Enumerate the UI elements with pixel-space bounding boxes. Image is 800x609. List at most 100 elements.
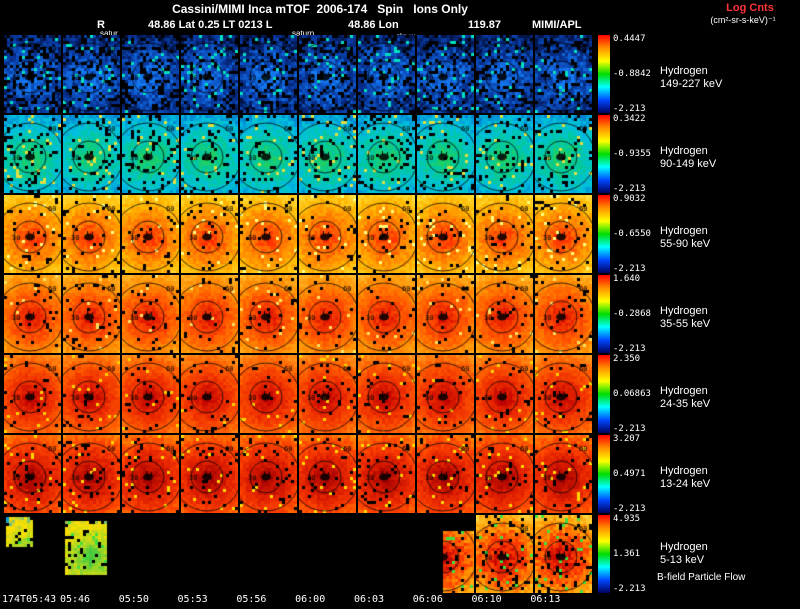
colorbar-value: -0.2868 [613,309,651,319]
time-tick: 05:53 [170,594,216,605]
spin-image-cell [299,275,356,353]
colorbar-value: 0.4971 [613,469,646,479]
spin-image-cell [4,275,61,353]
time-tick: 06:00 [287,594,333,605]
spin-image-cell [417,435,474,513]
spin-image-cell [299,515,356,593]
spin-image-cell [535,195,592,273]
spin-image-cell [240,195,297,273]
spin-image-cell [299,35,356,113]
spin-image-cell [181,435,238,513]
time-tick: 06:10 [464,594,510,605]
spin-image-cell [240,515,297,593]
colorbar-value: 2.350 [613,354,640,364]
spin-image-cell [535,515,592,593]
bfield-flow-label: B-field Particle Flow [657,572,745,583]
energy-range-label: 90-149 keV [660,158,716,171]
colorbar-value: -2.213 [613,264,646,274]
time-tick: 05:46 [52,594,98,605]
species-label: Hydrogen [660,225,710,238]
spin-image-cell [4,115,61,193]
spin-image-cell [4,35,61,113]
colorbar-value: 3.207 [613,434,640,444]
spin-image-cell [4,355,61,433]
spin-image-cell [476,435,533,513]
spin-image-cell [4,515,61,593]
colorbar [598,195,610,273]
spin-image-cell [122,35,179,113]
spin-image-cell [240,275,297,353]
spin-image-cell [299,355,356,433]
spin-image-cell [299,115,356,193]
spin-image-cell [358,35,415,113]
colorbar [598,115,610,193]
spin-image-cell [63,355,120,433]
spin-image-cell [476,115,533,193]
spin-image-cell [535,355,592,433]
colorbar-value: 1.640 [613,274,640,284]
colorbar-value: 1.361 [613,549,640,559]
spin-image-cell [476,355,533,433]
spin-image-cell [63,35,120,113]
spin-image-cell [181,275,238,353]
start-time-label: 174T05:43 [2,594,56,605]
energy-range-label: 149-227 keV [660,78,722,91]
spin-image-cell [535,435,592,513]
spin-image-cell [240,435,297,513]
spin-image-cell [181,515,238,593]
org-label: MIMI/APL [532,19,582,31]
spin-image-cell [181,355,238,433]
colorbar-title: Log Cnts [700,2,800,14]
image-grid [4,35,592,593]
energy-range-label: 35-55 keV [660,318,710,331]
species-label: Hydrogen [660,65,722,78]
spin-image-cell [122,355,179,433]
colorbar-value: 0.4447 [613,34,646,44]
row-energy-label: Hydrogen 13-24 keV [660,465,710,491]
spin-image-cell [181,195,238,273]
species-label: Hydrogen [660,385,710,398]
colorbar [598,435,610,513]
geo-lat-lt: 48.86 Lat 0.25 LT 0213 L [148,19,273,31]
spin-image-cell [417,35,474,113]
spin-image-cell [4,435,61,513]
energy-range-label: 24-35 keV [660,398,710,411]
spin-image-cell [417,355,474,433]
spin-image-cell [417,515,474,593]
spin-image-cell [358,195,415,273]
spin-image-cell [535,35,592,113]
row-energy-label: Hydrogen 35-55 keV [660,305,710,331]
spin-image-cell [299,195,356,273]
geo-lon: 48.86 Lon [348,19,399,31]
spin-image-cell [181,35,238,113]
time-tick: 05:50 [111,594,157,605]
spin-image-cell [358,435,415,513]
colorbar [598,355,610,433]
colorbar-value: -2.213 [613,584,646,594]
colorbar [598,515,610,593]
spin-image-cell [63,115,120,193]
colorbar-value: -0.8842 [613,69,651,79]
colorbar-value: 0.3422 [613,114,646,124]
spin-image-cell [417,195,474,273]
colorbar [598,275,610,353]
colorbar-value: -0.9355 [613,149,651,159]
mimi-inca-display: Cassini/MIMI Inca mTOF 2006-174 Spin Ion… [0,0,800,609]
species-label: Hydrogen [660,305,710,318]
spin-image-cell [122,435,179,513]
spin-image-cell [4,195,61,273]
spin-image-cell [240,35,297,113]
spin-image-cell [358,275,415,353]
species-label: Hydrogen [660,145,716,158]
geo-value: 119.87 [468,19,501,31]
time-tick: 06:13 [522,594,568,605]
time-tick: 05:56 [228,594,274,605]
spin-image-cell [63,195,120,273]
colorbar-value: -2.213 [613,344,646,354]
spin-image-cell [299,435,356,513]
spin-image-cell [240,355,297,433]
energy-range-label: 13-24 keV [660,478,710,491]
spin-image-cell [63,275,120,353]
energy-range-label: 55-90 keV [660,238,710,251]
colorbar-value: -2.213 [613,424,646,434]
